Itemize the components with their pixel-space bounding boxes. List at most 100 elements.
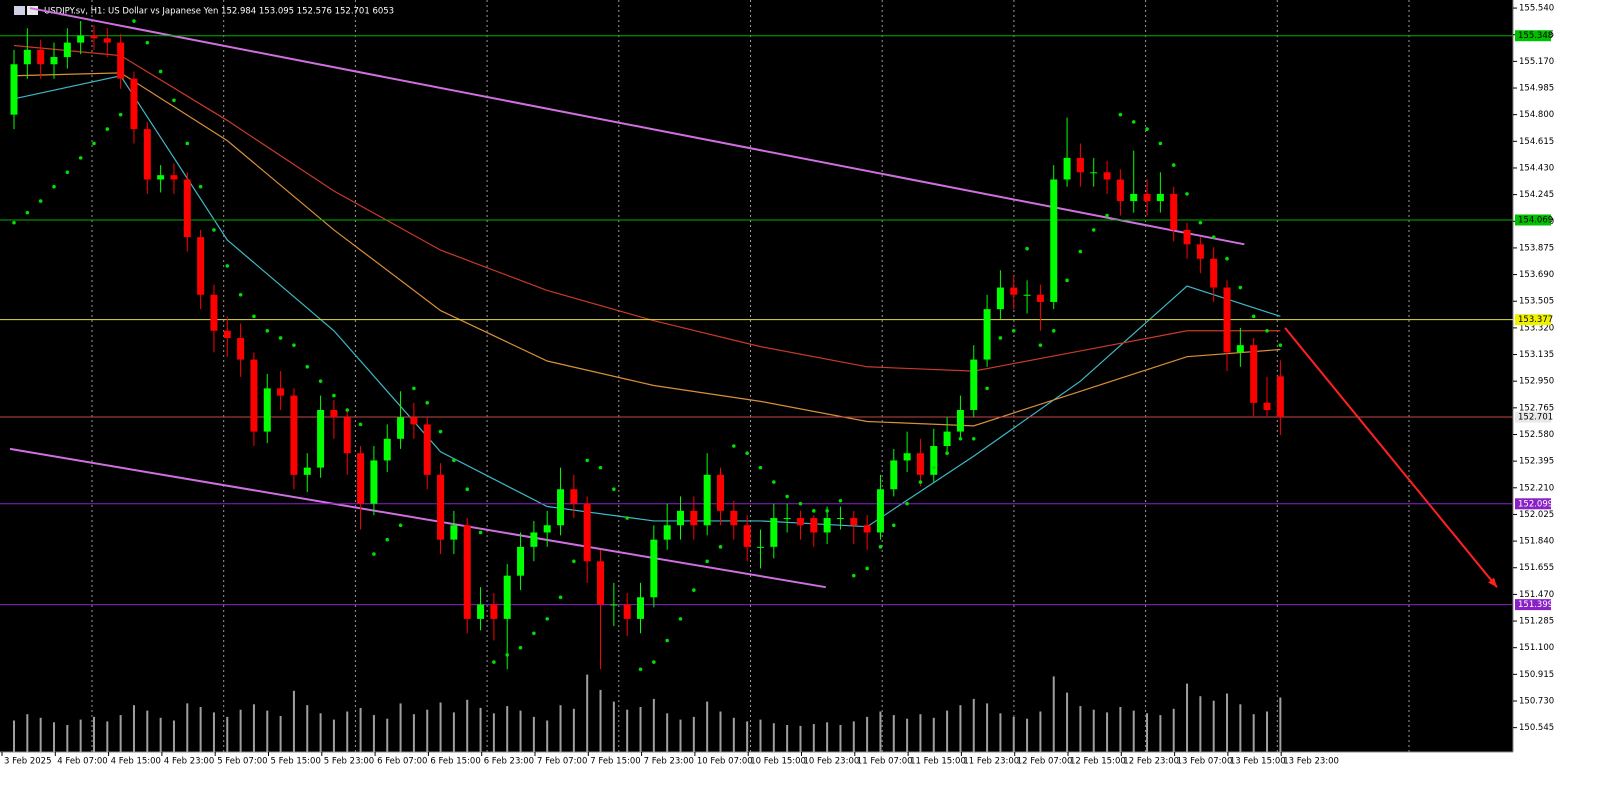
volume-bar (719, 711, 722, 752)
sar-dot (212, 228, 216, 232)
volume-bar (1159, 715, 1162, 752)
volume-bar (506, 706, 509, 752)
sar-dot (1198, 220, 1203, 225)
sar-dot (918, 480, 923, 484)
y-tick-label: 153.875 (1519, 243, 1554, 253)
moving-average (13, 75, 1281, 528)
x-tick-label: 6 Feb 15:00 (430, 757, 480, 767)
volume-bar (1026, 718, 1029, 752)
candle-body (903, 453, 911, 461)
sar-dot (425, 400, 430, 405)
x-tick-label: 7 Feb 07:00 (537, 757, 587, 767)
y-tick-label: 151.470 (1519, 590, 1554, 600)
sar-dot (1158, 141, 1163, 146)
candle-body (956, 409, 964, 432)
candle-body (410, 417, 418, 425)
candle-body (930, 446, 938, 475)
volume-bar (372, 715, 375, 752)
candle-body (1183, 229, 1191, 245)
level-label-box (1515, 599, 1551, 611)
sar-dot (905, 501, 909, 506)
volume-bar (572, 708, 575, 752)
sar-dot (678, 617, 683, 621)
volume-bar (1186, 683, 1189, 752)
sar-dot (785, 494, 789, 499)
x-tick-label: 4 Feb 15:00 (111, 757, 161, 767)
sar-dot (598, 465, 603, 470)
y-tick-label: 152.025 (1519, 510, 1554, 520)
volume-bar (199, 707, 202, 752)
sar-dot (345, 408, 350, 412)
sar-dot (198, 184, 203, 189)
volume-bar (279, 716, 282, 752)
candle-body (1276, 376, 1284, 418)
candle-body (610, 604, 618, 606)
y-tick-label: 151.840 (1519, 537, 1554, 547)
candle-body (103, 38, 111, 43)
sar-dot (118, 112, 123, 117)
volume-bar (626, 709, 629, 752)
candle-body (517, 546, 525, 576)
x-tick-label: 3 Feb 2025 (4, 757, 52, 767)
sar-dot (105, 127, 110, 131)
volume-bar (772, 723, 775, 752)
volume-bar (212, 712, 215, 752)
candle-body (716, 474, 724, 511)
sar-dot (545, 617, 549, 621)
sar-dot (705, 559, 709, 564)
volume-bar (519, 710, 522, 752)
arrow-head (1488, 577, 1497, 588)
volume-bar (732, 717, 735, 752)
sar-dot (1131, 120, 1136, 124)
volume-bar (1252, 714, 1255, 752)
volume-bar (599, 689, 602, 752)
sar-dot (452, 458, 456, 463)
sar-dot (878, 545, 883, 549)
candle-body (876, 489, 884, 533)
y-tick-label: 154.615 (1519, 137, 1554, 147)
sar-dot (1038, 343, 1043, 347)
volume-bar (1172, 708, 1175, 752)
sar-dot (1118, 112, 1123, 117)
y-tick-label: 152.765 (1519, 403, 1554, 413)
level-label: 153.377 (1518, 315, 1553, 325)
volume-bar (292, 690, 295, 752)
candle-body (637, 597, 645, 619)
volume-bar (532, 716, 535, 752)
sar-dot (438, 429, 443, 434)
sar-dot (1065, 278, 1069, 283)
sar-dot (958, 437, 963, 441)
volume-bar (332, 719, 335, 752)
candle-body (1196, 244, 1204, 259)
y-tick-label: 152.950 (1519, 377, 1554, 387)
candle-body (317, 409, 325, 468)
y-tick-label: 154.800 (1519, 110, 1554, 120)
volume-bar (1119, 707, 1122, 752)
volume-bar (1039, 711, 1042, 752)
volume-bar (1226, 693, 1229, 752)
volume-bar (1012, 716, 1015, 752)
candle-body (143, 129, 151, 180)
volume-bar (786, 725, 789, 752)
volume-bar (546, 720, 549, 752)
y-tick-label: 154.245 (1519, 190, 1554, 200)
trendline (29, 7, 1245, 246)
sar-dot (1145, 127, 1149, 131)
sar-dot (812, 509, 816, 513)
candle-body (756, 546, 764, 548)
sar-dot (1211, 235, 1216, 239)
candle-body (530, 532, 538, 547)
volume-bar (1146, 713, 1149, 752)
volume-bar (306, 705, 309, 752)
candle-body (183, 179, 191, 238)
candle-body (357, 453, 365, 504)
sar-dot (1171, 163, 1176, 167)
sar-dot (12, 220, 16, 225)
candle-body (1010, 287, 1018, 295)
candle-body (290, 395, 298, 475)
y-tick-label: 151.285 (1519, 617, 1554, 627)
volume-bar (1279, 697, 1282, 752)
level-label-box (1515, 314, 1551, 326)
candle-body (330, 409, 338, 418)
